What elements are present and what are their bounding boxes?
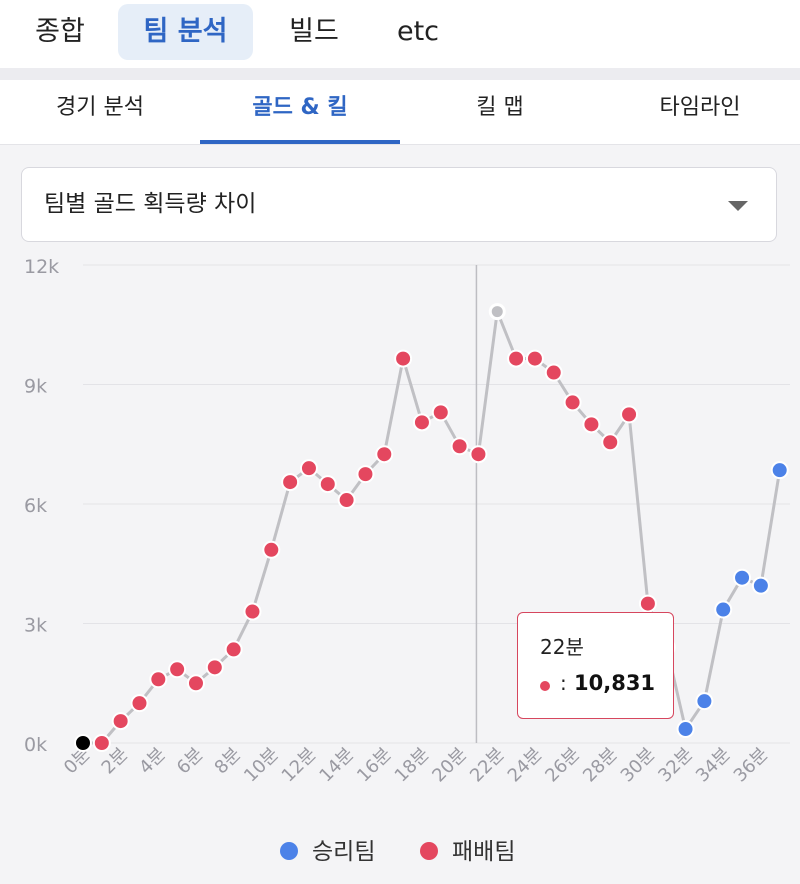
x-tick-label: 10분 [240,744,283,787]
data-point [770,461,789,480]
data-point [601,433,620,452]
data-point [714,600,733,619]
x-tick-label: 14분 [315,744,358,787]
legend-item-lose[interactable]: 패배팀 [420,832,515,872]
active-subtab-indicator [200,140,400,144]
tab-team-analysis[interactable]: 팀 분석 [118,4,253,60]
data-point [733,568,752,587]
x-tick-label: 20분 [428,744,471,787]
x-tick-label: 28분 [579,744,622,787]
legend-dot-lose [420,841,438,860]
data-point [205,658,224,677]
x-tick-label: 12분 [278,744,321,787]
data-point [469,445,488,464]
data-point [676,720,695,739]
tab-overview[interactable]: 종합 [35,16,85,47]
x-tick-label: 18분 [391,744,434,787]
subtab-game-analysis[interactable]: 경기 분석 [56,95,144,120]
x-tick-label: 32분 [654,744,697,787]
data-point [695,692,714,711]
series-line [83,305,782,745]
data-point [375,445,394,464]
y-tick-label: 6k [24,495,47,517]
tooltip-title: 22분 [540,635,584,659]
data-point [337,491,356,510]
x-tick-label: 36분 [730,744,773,787]
x-tick-label: 4분 [135,744,170,779]
x-tick-label: 22분 [466,744,509,787]
dropdown-selected-label: 팀별 골드 획득량 차이 [44,191,257,217]
x-axis-ticks: 0분 2분 4분 6분 8분10분12분14분16분18분20분22분24분26분28분… [60,744,773,787]
data-point [262,540,281,559]
data-point [488,303,506,321]
data-point [525,349,544,368]
data-point [130,694,149,713]
sub-tab-bar: 경기 분석 골드 & 킬 킬 맵 타임라인 [0,80,800,145]
data-point [582,415,601,434]
data-point [751,576,770,595]
data-point [620,405,639,424]
x-tick-label: 6분 [173,744,208,779]
subtab-timeline[interactable]: 타임라인 [659,95,741,120]
tooltip-separator: : [560,671,567,695]
data-point [149,670,168,689]
y-tick-label: 9k [24,376,47,398]
data-point [431,403,450,422]
data-point [168,660,187,679]
data-point [563,393,582,412]
subtab-kill-map[interactable]: 킬 맵 [476,95,524,120]
data-point [318,475,337,494]
x-tick-label: 8분 [211,744,246,779]
data-point [638,594,657,613]
subtab-gold-kill[interactable]: 골드 & 킬 [252,95,348,120]
data-point [394,349,413,368]
tooltip-value: 10,831 [574,671,656,695]
data-point [74,734,92,752]
x-tick-label: 30분 [617,744,660,787]
y-tick-label: 0k [24,734,47,756]
chevron-down-icon [728,201,748,211]
x-tick-label: 24분 [504,744,547,787]
data-point [412,413,431,432]
top-tab-bar: 종합 팀 분석 빌드 etc [0,0,800,68]
y-tick-label: 3k [24,615,47,637]
legend-label-win: 승리팀 [312,839,376,865]
data-point [111,712,130,731]
x-tick-label: 34분 [692,744,735,787]
data-point [507,349,526,368]
legend-label-lose: 패배팀 [452,839,516,865]
x-tick-label: 26분 [541,744,584,787]
data-point [92,734,111,752]
chart-type-dropdown[interactable]: 팀별 골드 획득량 차이 [21,167,777,242]
data-point [243,602,262,621]
chart-legend: 승리팀 패배팀 [0,832,800,872]
data-point [224,640,243,659]
data-points [74,303,789,752]
tab-build[interactable]: 빌드 [289,16,339,47]
x-tick-label: 16분 [353,744,396,787]
chart-grid [83,264,790,744]
legend-dot-win [280,841,298,860]
data-point [281,473,300,492]
data-point [450,437,469,456]
chart-tooltip: 22분 : 10,831 [517,612,674,719]
tooltip-series-dot [540,681,550,691]
data-point [299,459,318,478]
divider [0,68,800,80]
data-point [544,363,563,382]
data-point [186,674,205,693]
y-tick-label: 12k [24,256,59,278]
data-point [356,465,375,484]
legend-item-win[interactable]: 승리팀 [280,832,375,872]
tab-etc[interactable]: etc [396,16,440,47]
y-axis-ticks: 0k 3k 6k 9k 12k [24,256,59,756]
